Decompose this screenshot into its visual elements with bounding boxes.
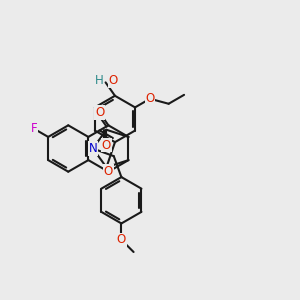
Text: O: O: [104, 165, 113, 178]
Text: O: O: [95, 106, 104, 119]
Text: H: H: [94, 74, 103, 87]
Text: N: N: [88, 142, 97, 155]
Text: O: O: [108, 74, 117, 87]
Text: O: O: [102, 139, 111, 152]
Text: F: F: [31, 122, 38, 135]
Text: O: O: [117, 233, 126, 246]
Text: O: O: [145, 92, 154, 105]
